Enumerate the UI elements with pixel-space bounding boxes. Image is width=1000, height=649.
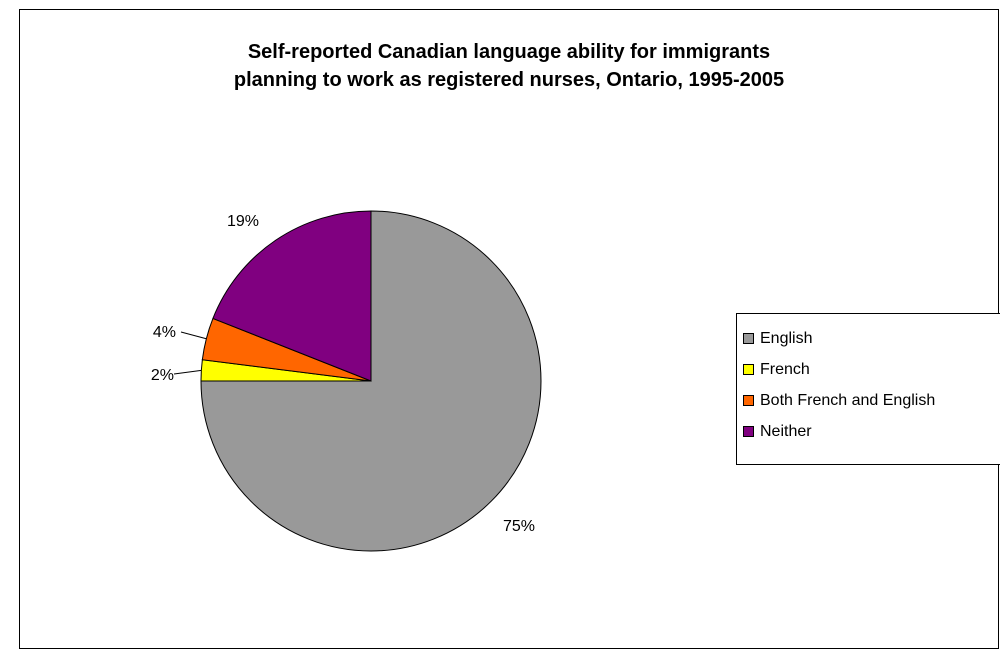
legend-item-french: French: [737, 354, 1000, 385]
data-label-french: 2%: [151, 367, 174, 384]
legend-swatch-french: [743, 364, 754, 375]
legend-item-neither: Neither: [737, 416, 1000, 447]
pie-slice-english: [200, 210, 542, 552]
data-label-neither: 19%: [227, 213, 259, 230]
legend-swatch-english: [743, 333, 754, 344]
chart-title-line-1: Self-reported Canadian language ability …: [247, 41, 771, 63]
chart-title-line-2: planning to work as registered nurses, O…: [233, 69, 785, 91]
data-label-both: 4%: [153, 324, 176, 341]
legend-label-neither: Neither: [760, 422, 812, 440]
leader-line-both: [180, 331, 207, 340]
legend-label-english: English: [760, 329, 813, 347]
legend: English French Both French and English N…: [736, 313, 1000, 465]
legend-label-both: Both French and English: [760, 391, 936, 409]
legend-item-both: Both French and English: [737, 385, 1000, 416]
data-label-english: 75%: [503, 518, 535, 535]
chart-title: Self-reported Canadian language ability …: [20, 38, 998, 94]
legend-item-english: English: [737, 323, 1000, 354]
pie-slice-neither: [212, 210, 372, 382]
legend-label-french: French: [760, 360, 810, 378]
legend-swatch-both: [743, 395, 754, 406]
leader-line-french: [173, 369, 202, 375]
legend-swatch-neither: [743, 426, 754, 437]
chart-area: Self-reported Canadian language ability …: [19, 9, 1000, 649]
